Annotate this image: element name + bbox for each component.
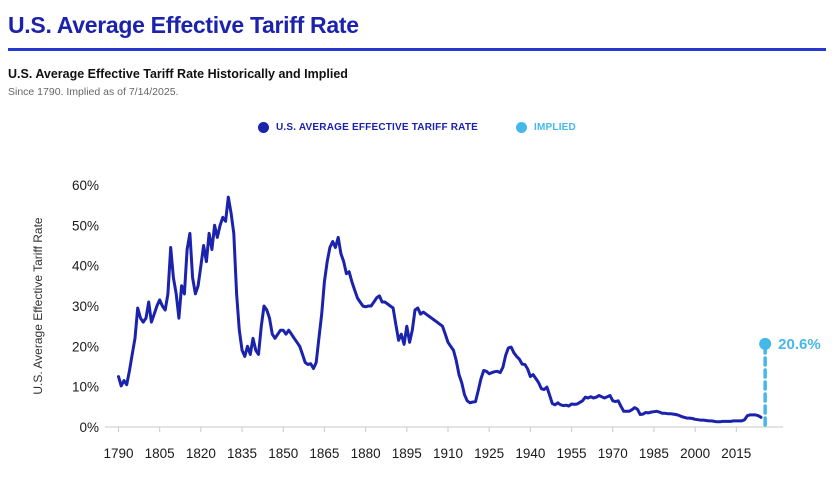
y-axis-title: U.S. Average Effective Tariff Rate — [31, 217, 45, 395]
x-tick-label: 2015 — [721, 446, 751, 461]
header: U.S. Average Effective Tariff Rate U.S. … — [8, 12, 826, 98]
legend-label-tariff-rate: U.S. AVERAGE EFFECTIVE TARIFF RATE — [276, 122, 479, 133]
x-tick-label: 2000 — [680, 446, 710, 461]
legend-label-implied: IMPLIED — [534, 122, 576, 133]
y-tick-label: 40% — [72, 259, 99, 274]
tariff-rate-legend-dot-icon — [258, 122, 270, 133]
y-tick-label: 50% — [72, 218, 99, 233]
x-tick-label: 1880 — [351, 446, 381, 461]
x-tick-label: 1835 — [227, 446, 257, 461]
implied-dot — [759, 337, 772, 350]
legend-item-tariff-rate: U.S. AVERAGE EFFECTIVE TARIFF RATE — [258, 122, 478, 133]
x-tick-label: 1850 — [268, 446, 298, 461]
chart-note: Since 1790. Implied as of 7/14/2025. — [8, 86, 179, 98]
y-tick-label: 30% — [72, 299, 99, 314]
page-title: U.S. Average Effective Tariff Rate — [8, 12, 359, 38]
x-tick-label: 1985 — [639, 446, 669, 461]
x-tick-label: 1895 — [392, 446, 422, 461]
y-tick-label: 20% — [72, 339, 99, 354]
y-tick-label: 10% — [72, 380, 99, 395]
legend-item-implied: IMPLIED — [516, 122, 576, 133]
x-tick-label: 1790 — [103, 446, 133, 461]
y-tick-label: 0% — [79, 420, 99, 435]
chart-subtitle: U.S. Average Effective Tariff Rate Histo… — [8, 67, 348, 81]
x-tick-label: 1805 — [145, 446, 175, 461]
implied-legend-dot-icon — [516, 122, 528, 133]
x-tick-label: 1940 — [515, 446, 545, 461]
y-tick-label: 60% — [72, 178, 99, 193]
x-tick-label: 1820 — [186, 446, 216, 461]
tariff-line-chart: 0% 10% 20% 30% 40% 50% 60% 1790 1805 1820 1835 1850… — [72, 178, 821, 461]
x-tick-label: 1970 — [598, 446, 628, 461]
x-tick-label: 1865 — [309, 446, 339, 461]
title-divider — [8, 48, 826, 51]
x-tick-label: 1910 — [433, 446, 463, 461]
legend: U.S. AVERAGE EFFECTIVE TARIFF RATE IMPLI… — [8, 122, 826, 133]
x-tick-label: 1925 — [474, 446, 504, 461]
x-tick-label: 1955 — [557, 446, 587, 461]
tariff-rate-line — [117, 195, 763, 424]
chart: U.S. Average Effective Tariff Rate 0% 10%… — [8, 155, 826, 485]
implied-value-label: 20.6% — [778, 336, 821, 353]
